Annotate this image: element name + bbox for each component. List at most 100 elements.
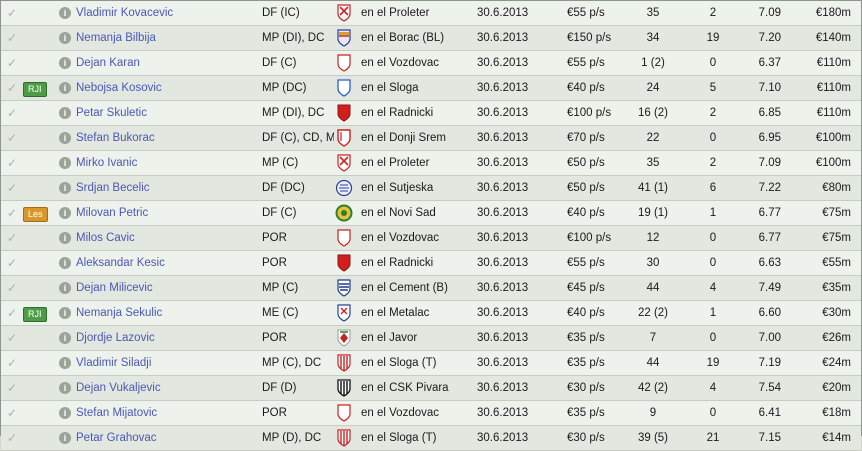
info-icon[interactable]: i [59,207,71,219]
player-position: DF (IC) [262,7,300,19]
player-name-link[interactable]: Nemanja Bilbija [76,32,156,44]
player-name-link[interactable]: Djordje Lazovic [76,332,155,344]
table-row[interactable]: ✓ i Mirko Ivanic MP (C) en el Proleter 30.6.2… [1,151,861,176]
table-row[interactable]: ✓ i Stefan Bukorac DF (C), CD, ME ... en el … [1,126,861,151]
player-appearances: 22 (2) [637,307,669,319]
info-icon[interactable]: i [59,132,71,144]
check-icon[interactable]: ✓ [6,256,18,270]
check-icon[interactable]: ✓ [6,331,18,345]
info-icon[interactable]: i [59,232,71,244]
player-rating: 7.00 [758,332,781,344]
player-club: en el Proleter [361,157,430,169]
table-row[interactable]: ✓ i Petar Skuletic MP (DI), DC en el Radnick… [1,101,861,126]
player-name-link[interactable]: Petar Grahovac [76,432,157,444]
check-icon[interactable]: ✓ [6,56,18,70]
info-icon[interactable]: i [59,107,71,119]
check-icon[interactable]: ✓ [6,306,18,320]
table-row[interactable]: ✓ i Dejan Milicevic MP (C) en el Cement (B) 3… [1,276,861,301]
info-icon[interactable]: i [59,407,71,419]
club-crest-icon [334,104,354,122]
player-name-link[interactable]: Milos Cavic [76,232,135,244]
info-icon[interactable]: i [59,32,71,44]
player-goals: 2 [709,7,717,19]
info-icon[interactable]: i [59,307,71,319]
player-name-link[interactable]: Dejan Milicevic [76,282,153,294]
table-row[interactable]: ✓ i Nemanja Bilbija MP (DI), DC en el Borac … [1,26,861,51]
player-name-link[interactable]: Aleksandar Kesic [76,257,165,269]
player-name-link[interactable]: Vladimir Kovacevic [76,7,174,19]
player-value: €30m [822,307,851,319]
player-goals: 0 [709,232,717,244]
table-row[interactable]: ✓ i Vladimir Siladji MP (C), DC en el Sloga … [1,351,861,376]
check-icon[interactable]: ✓ [6,106,18,120]
player-name-link[interactable]: Stefan Bukorac [76,132,155,144]
table-row[interactable]: ✓ RJI i Nemanja Sekulic ME (C) en el Metalac 3… [1,301,861,326]
check-icon[interactable]: ✓ [6,231,18,245]
check-icon[interactable]: ✓ [6,6,18,20]
info-icon[interactable]: i [59,157,71,169]
table-row[interactable]: ✓ i Stefan Mijatovic POR en el Vozdovac 30.6.… [1,401,861,426]
check-icon[interactable]: ✓ [6,356,18,370]
player-value: €35m [822,282,851,294]
loan-expiry-date: 30.6.2013 [477,32,529,44]
player-name-link[interactable]: Nemanja Sekulic [76,307,163,319]
info-icon[interactable]: i [59,82,71,94]
loan-expiry-date: 30.6.2013 [477,357,529,369]
player-name-link[interactable]: Milovan Petric [76,207,149,219]
check-icon[interactable]: ✓ [6,31,18,45]
info-icon[interactable]: i [59,382,71,394]
player-position: POR [262,257,287,269]
club-crest-icon [334,279,354,297]
club-crest-icon [334,354,354,372]
player-rating: 7.10 [758,82,781,94]
player-appearances: 22 [646,132,660,144]
player-name-link[interactable]: Dejan Vukaljevic [76,382,161,394]
table-row[interactable]: ✓ i Dejan Vukaljevic DF (D) en el CSK Pivara… [1,376,861,401]
club-crest-icon [334,29,354,47]
info-icon[interactable]: i [59,7,71,19]
info-icon[interactable]: i [59,357,71,369]
check-icon[interactable]: ✓ [6,156,18,170]
player-appearances: 42 (2) [637,382,669,394]
table-row[interactable]: ✓ i Aleksandar Kesic POR en el Radnicki 30.6.… [1,251,861,276]
table-row[interactable]: ✓ Les i Milovan Petric DF (C) en el Novi Sad 3… [1,201,861,226]
info-icon[interactable]: i [59,282,71,294]
player-name-link[interactable]: Mirko Ivanic [76,157,138,169]
check-icon[interactable]: ✓ [6,281,18,295]
player-goals: 1 [709,207,717,219]
info-icon[interactable]: i [59,332,71,344]
player-name-link[interactable]: Srdjan Becelic [76,182,150,194]
check-icon[interactable]: ✓ [6,181,18,195]
player-rating: 6.77 [758,207,781,219]
table-row[interactable]: ✓ i Dejan Karan DF (C) en el Vozdovac 30.6.20… [1,51,861,76]
table-row[interactable]: ✓ i Djordje Lazovic POR en el Javor 30.6.2013… [1,326,861,351]
player-appearances: 44 [646,282,660,294]
check-icon[interactable]: ✓ [6,406,18,420]
check-icon[interactable]: ✓ [6,381,18,395]
table-row[interactable]: ✓ i Srdjan Becelic DF (DC) en el Sutjeska 30.… [1,176,861,201]
player-name-link[interactable]: Stefan Mijatovic [76,407,158,419]
info-icon[interactable]: i [59,257,71,269]
player-name-link[interactable]: Petar Skuletic [76,107,147,119]
info-icon[interactable]: i [59,57,71,69]
table-row[interactable]: ✓ i Milos Cavic POR en el Vozdovac 30.6.2013 €… [1,226,861,251]
loan-expiry-date: 30.6.2013 [477,307,529,319]
player-name-link[interactable]: Dejan Karan [76,57,140,69]
player-value: €75m [822,207,851,219]
table-row[interactable]: ✓ RJI i Nebojsa Kosovic MP (DC) en el Sloga 30… [1,76,861,101]
check-icon[interactable]: ✓ [6,81,18,95]
player-club: en el Donji Srem [361,132,447,144]
table-row[interactable]: ✓ i Vladimir Kovacevic DF (IC) en el Prolete… [1,1,861,26]
info-icon[interactable]: i [59,432,71,444]
player-name-link[interactable]: Vladimir Siladji [76,357,152,369]
check-icon[interactable]: ✓ [6,206,18,220]
player-rating: 6.63 [758,257,781,269]
player-goals: 5 [709,82,717,94]
info-icon[interactable]: i [59,182,71,194]
player-appearances: 12 [646,232,660,244]
table-row[interactable]: ✓ i Petar Grahovac MP (D), DC en el Sloga (T… [1,426,861,451]
player-name-link[interactable]: Nebojsa Kosovic [76,82,162,94]
check-icon[interactable]: ✓ [6,431,18,445]
check-icon[interactable]: ✓ [6,131,18,145]
